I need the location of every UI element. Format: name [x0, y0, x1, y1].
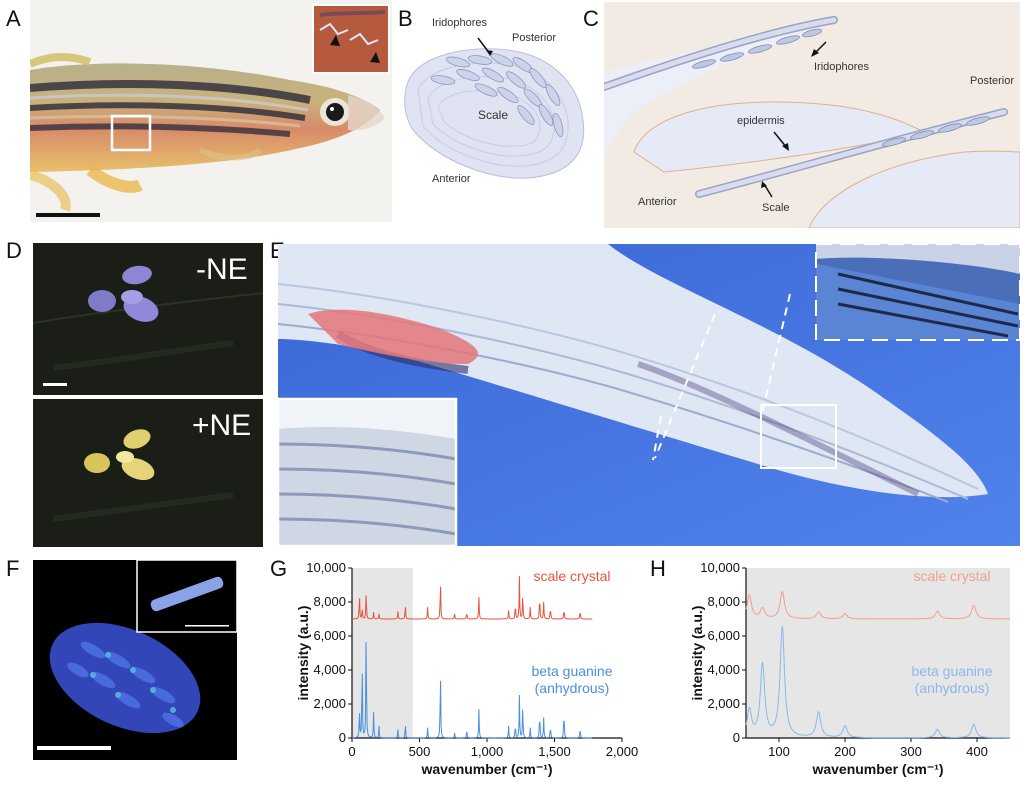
- scale-diagram: [398, 20, 596, 195]
- series-label-1: beta guanine: [912, 663, 993, 679]
- panel-letter-a: A: [6, 6, 21, 31]
- panel-letter-b: B: [398, 6, 413, 31]
- b-iridophores-label: Iridophores: [432, 17, 488, 29]
- b-scale-label: Scale: [478, 108, 509, 122]
- chart-g: 0 2,000 4,000 6,000 8,000 10,000 0 500 1,000 1,50…: [295, 560, 639, 777]
- c-posterior-label: Posterior: [970, 75, 1015, 87]
- series-label-1: (anhydrous): [535, 680, 610, 696]
- x-tick-label: 300: [900, 744, 922, 759]
- y-axis-label: intensity (a.u.): [689, 606, 705, 701]
- series-line-1: [352, 642, 593, 739]
- scale-cross-section-diagram: [600, 2, 1021, 229]
- y-tick-label: 4,000: [313, 662, 346, 677]
- crystal-micrograph: [33, 560, 237, 760]
- y-tick-label: 10,000: [700, 560, 740, 575]
- panel-letter-h: H: [650, 556, 666, 581]
- micrograph-minus-ne: [33, 243, 263, 395]
- minus-ne-label: -NE: [196, 253, 248, 286]
- series-label-1: beta guanine: [532, 663, 613, 679]
- series-line-1: [745, 626, 1010, 739]
- x-tick-label: 100: [768, 744, 790, 759]
- scale-3d-render: [278, 244, 1020, 546]
- y-tick-label: 6,000: [707, 628, 740, 643]
- y-tick-label: 8,000: [707, 594, 740, 609]
- x-tick-label: 400: [966, 744, 988, 759]
- c-epidermis-label: epidermis: [737, 115, 785, 127]
- y-axis-label: intensity (a.u.): [295, 606, 311, 701]
- plus-ne-label: +NE: [192, 409, 252, 442]
- x-tick-label: 500: [409, 744, 431, 759]
- panel-letter-f: F: [6, 556, 20, 581]
- series-line-0: [352, 576, 593, 620]
- y-tick-label: 0: [339, 730, 346, 745]
- b-posterior-label: Posterior: [512, 32, 557, 44]
- series-label-0: scale crystal: [533, 568, 610, 584]
- x-tick-label: 2,000: [606, 744, 639, 759]
- panel-letter-g: G: [270, 556, 288, 581]
- series-label-0: scale crystal: [913, 568, 990, 584]
- y-tick-label: 10,000: [306, 560, 346, 575]
- series-label-1: (anhydrous): [915, 680, 990, 696]
- y-tick-label: 0: [733, 730, 740, 745]
- panel-letter-d: D: [6, 238, 22, 263]
- series-line-0: [745, 590, 1010, 620]
- x-tick-label: 1,500: [538, 744, 571, 759]
- x-tick-label: 200: [834, 744, 856, 759]
- c-iridophores-label: Iridophores: [814, 61, 870, 73]
- x-axis-label: wavenumber (cm⁻¹): [811, 761, 943, 777]
- b-anterior-label: Anterior: [432, 173, 471, 185]
- zebrafish-photo: [30, 0, 392, 222]
- y-tick-label: 2,000: [707, 696, 740, 711]
- y-tick-label: 4,000: [707, 662, 740, 677]
- x-tick-label: 1,000: [471, 744, 504, 759]
- y-tick-label: 6,000: [313, 628, 346, 643]
- x-tick-label: 0: [348, 744, 355, 759]
- x-axis-label: wavenumber (cm⁻¹): [420, 761, 552, 777]
- c-anterior-label: Anterior: [638, 196, 677, 208]
- y-tick-label: 2,000: [313, 696, 346, 711]
- y-tick-label: 8,000: [313, 594, 346, 609]
- c-scale-label: Scale: [762, 202, 790, 214]
- panel-letter-c: C: [583, 6, 599, 31]
- chart-h: 0 2,000 4,000 6,000 8,000 10,000 100 200 300 400 w…: [689, 560, 1010, 777]
- shaded-region: [746, 568, 1010, 738]
- micrograph-plus-ne: [33, 399, 263, 547]
